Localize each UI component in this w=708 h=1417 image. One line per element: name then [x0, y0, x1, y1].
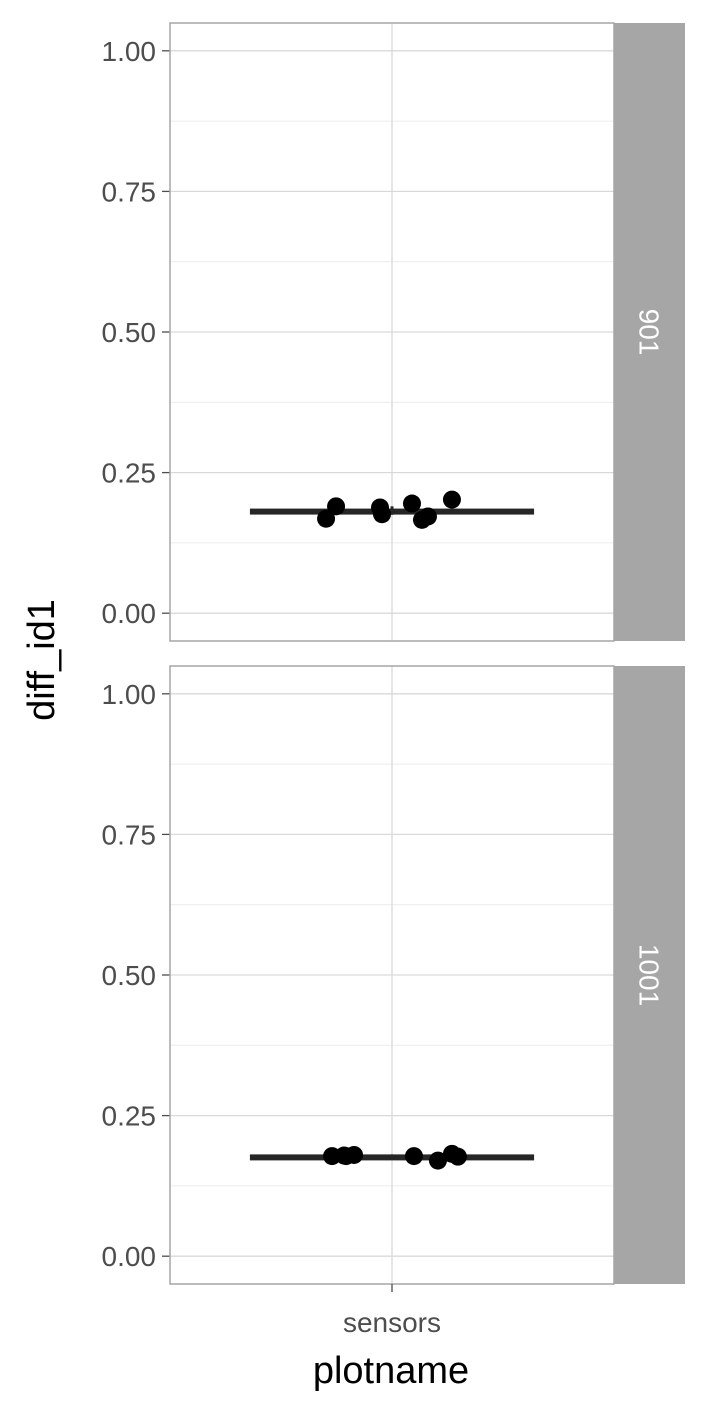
facet-strip [614, 666, 685, 1284]
data-point [327, 497, 346, 516]
data-point [402, 494, 421, 513]
data-point [317, 509, 336, 528]
y-tick-label: 1.00 [102, 36, 157, 67]
data-point [418, 507, 437, 526]
y-tick-label: 0.00 [102, 598, 157, 629]
y-axis-title: diff_id1 [21, 599, 63, 721]
y-tick-label: 0.50 [102, 960, 157, 991]
facet-strip [614, 23, 685, 641]
data-point [442, 490, 461, 509]
facet-strip-label: 901 [634, 309, 665, 356]
y-tick-label: 0.25 [102, 1101, 157, 1132]
y-tick-label: 0.00 [102, 1241, 157, 1272]
y-tick-label: 0.75 [102, 176, 157, 207]
y-tick-label: 0.50 [102, 317, 157, 348]
data-point [428, 1151, 447, 1170]
y-tick-label: 0.25 [102, 458, 157, 489]
x-axis-title: plotname [313, 1350, 469, 1392]
data-point [345, 1145, 364, 1164]
y-tick-label: 1.00 [102, 679, 157, 710]
data-point [373, 505, 392, 524]
facet-strip-label: 1001 [634, 944, 665, 1006]
data-point [404, 1147, 423, 1166]
y-tick-label: 0.75 [102, 819, 157, 850]
x-tick-label: sensors [343, 1307, 441, 1338]
data-point [448, 1147, 467, 1166]
